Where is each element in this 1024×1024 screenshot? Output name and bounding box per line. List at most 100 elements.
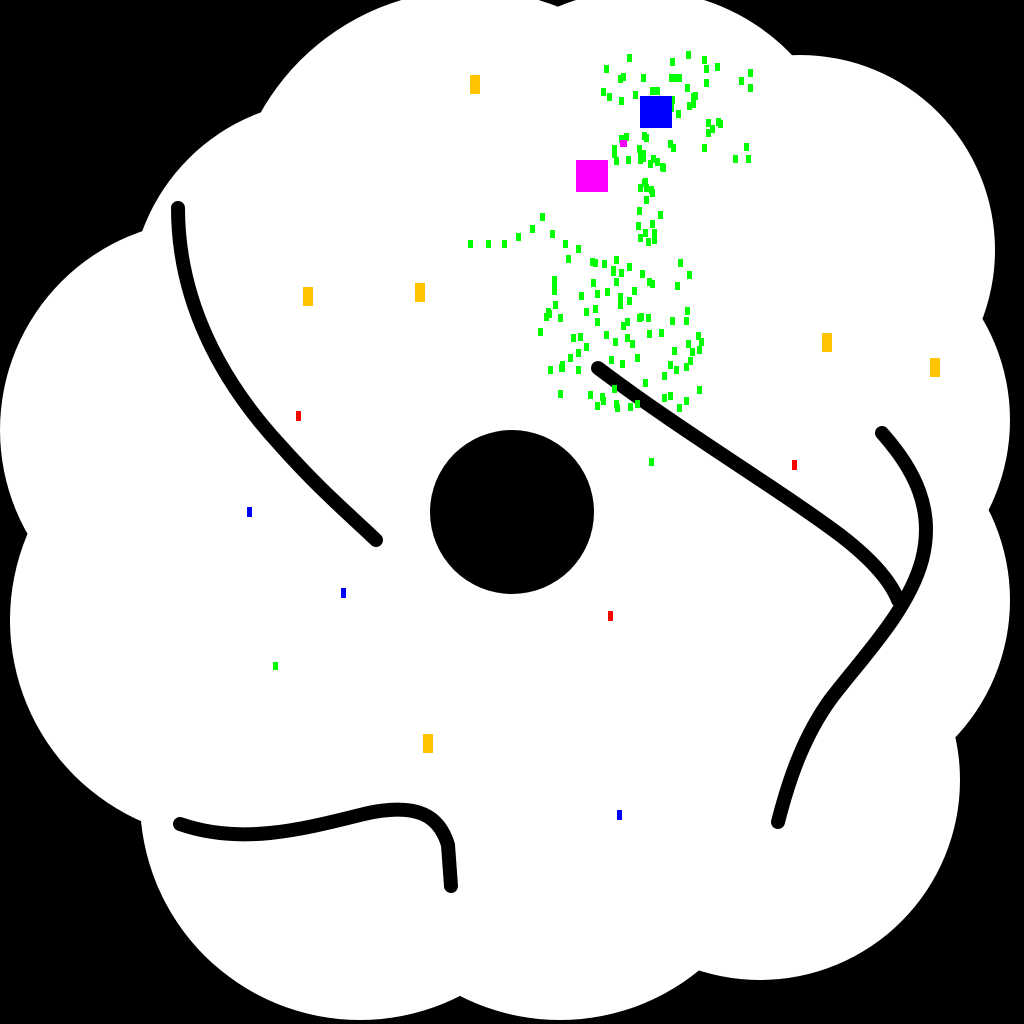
- food-pellet: [635, 400, 640, 408]
- food-pellet: [669, 74, 674, 82]
- food-pellet: [643, 229, 648, 237]
- food-pellet: [552, 276, 557, 284]
- food-pellet: [614, 278, 619, 286]
- food-pellet: [633, 91, 638, 99]
- food-pellet: [553, 301, 558, 309]
- food-pellet: [686, 51, 691, 59]
- food-pellet: [640, 270, 645, 278]
- food-pellet: [644, 184, 649, 192]
- food-pellet: [702, 144, 707, 152]
- food-pellet: [638, 156, 643, 164]
- food-pellet: [568, 354, 573, 362]
- walls: [171, 201, 933, 893]
- food-pellet: [644, 196, 649, 204]
- food-pellet: [668, 361, 673, 369]
- food-pellet: [638, 234, 643, 242]
- food-pellet: [611, 268, 616, 276]
- food-pellet: [563, 240, 568, 248]
- food-pellet: [648, 160, 653, 168]
- food-pellet: [540, 213, 545, 221]
- food-pellet: [670, 58, 675, 66]
- food-pellet: [627, 263, 632, 271]
- food-pellet: [637, 207, 642, 215]
- food-pellet: [620, 360, 625, 368]
- food-pellet: [590, 258, 595, 266]
- food-pellet: [614, 157, 619, 165]
- player-square[interactable]: [640, 96, 672, 128]
- food-pellet: [632, 287, 637, 295]
- wall-left-arc: [171, 201, 383, 547]
- food-pellet: [672, 347, 677, 355]
- food-pellet: [601, 88, 606, 96]
- food-pellet: [619, 135, 624, 143]
- food-pellet: [651, 155, 656, 163]
- food-pellet: [677, 404, 682, 412]
- food-pellet: [604, 65, 609, 73]
- food-pellet: [618, 301, 623, 309]
- food-pellet: [595, 402, 600, 410]
- food-pellet: [649, 458, 654, 466]
- food-pellet: [643, 379, 648, 387]
- items-layer: [247, 75, 940, 820]
- food-pellet: [468, 240, 473, 248]
- food-pellet: [646, 314, 651, 322]
- food-pellet: [704, 79, 709, 87]
- food-pellet: [688, 357, 693, 365]
- food-pellet: [636, 222, 641, 230]
- food-pellet: [655, 87, 660, 95]
- bonus-marker: [617, 810, 622, 820]
- food-pellet: [660, 163, 665, 171]
- food-pellet: [619, 269, 624, 277]
- food-pellet: [619, 97, 624, 105]
- food-pellet: [684, 363, 689, 371]
- food-pellet: [621, 322, 626, 330]
- food-pellet: [625, 318, 630, 326]
- food-pellet: [677, 74, 682, 82]
- rival-square[interactable]: [576, 160, 608, 192]
- food-pellet: [646, 238, 651, 246]
- food-pellet: [560, 361, 565, 369]
- food-pellet: [684, 317, 689, 325]
- food-pellet: [630, 340, 635, 348]
- food-pellet: [588, 391, 593, 399]
- food-pellet: [678, 259, 683, 267]
- food-pellet: [685, 84, 690, 92]
- food-pellet: [658, 211, 663, 219]
- food-pellet: [706, 119, 711, 127]
- food-pellet: [647, 278, 652, 286]
- food-pellet: [739, 77, 744, 85]
- food-pellet: [710, 125, 715, 133]
- food-pellet: [650, 220, 655, 228]
- food-pellet: [546, 308, 551, 316]
- food-pellet: [647, 330, 652, 338]
- food-pellet: [558, 314, 563, 322]
- food-pellet: [605, 288, 610, 296]
- food-pellet: [744, 143, 749, 151]
- food-pellet: [607, 93, 612, 101]
- food-pellet: [687, 271, 692, 279]
- food-pellet: [627, 54, 632, 62]
- food-pellet: [548, 366, 553, 374]
- hazard-marker: [792, 460, 797, 470]
- food-pellet: [638, 184, 643, 192]
- food-pellet: [618, 293, 623, 301]
- food-pellet: [578, 333, 583, 341]
- food-pellet: [748, 84, 753, 92]
- food-pellet: [673, 74, 678, 82]
- food-pellet: [615, 404, 620, 412]
- food-pellet: [612, 150, 617, 158]
- gold-bar: [470, 75, 480, 94]
- floor-lobe: [130, 100, 530, 500]
- food-pellet: [670, 96, 675, 104]
- food-pellet: [502, 240, 507, 248]
- food-pellet: [687, 102, 692, 110]
- food-pellet: [733, 155, 738, 163]
- food-pellet: [650, 280, 655, 288]
- food-pellet: [516, 233, 521, 241]
- food-pellet: [642, 179, 647, 187]
- food-pellet: [716, 118, 721, 126]
- food-pellet: [662, 394, 667, 402]
- food-pellet: [593, 305, 598, 313]
- food-pellet: [595, 318, 600, 326]
